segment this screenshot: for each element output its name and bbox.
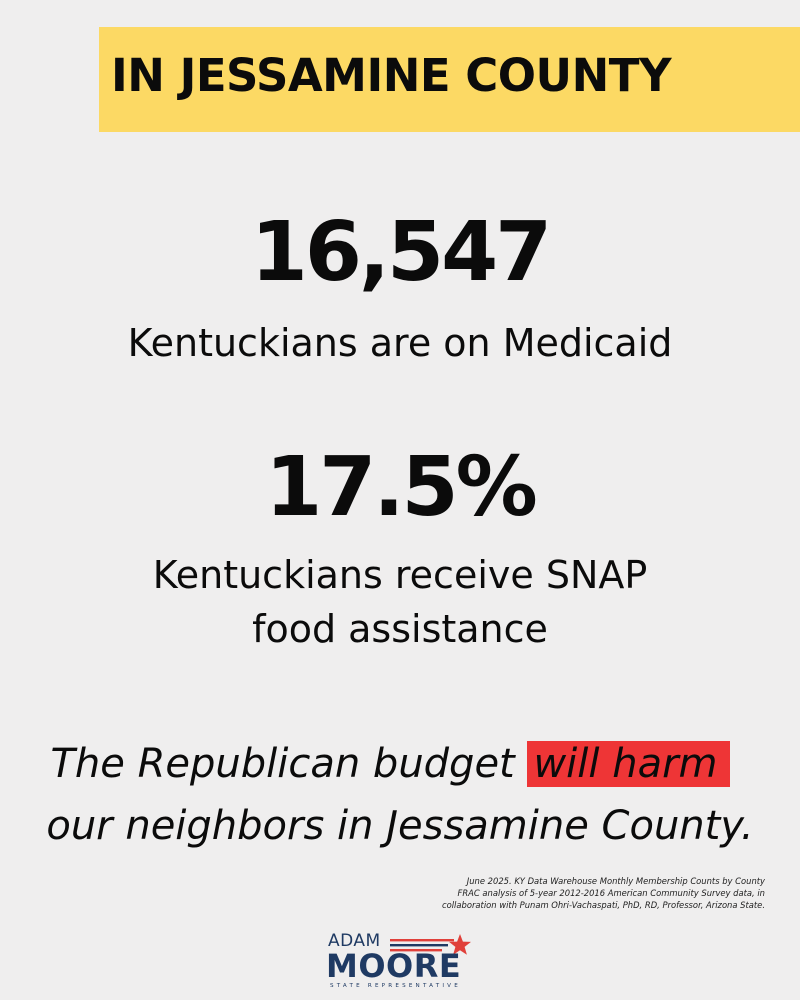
- message-prefix: The Republican budget: [50, 741, 528, 787]
- logo-last-name: MOORE: [326, 947, 462, 985]
- medicaid-label: Kentuckians are on Medicaid: [127, 321, 673, 365]
- snap-label-line-2: food assistance: [252, 607, 548, 651]
- source-citations: June 2025. KY Data Warehouse Monthly Mem…: [442, 875, 765, 911]
- source-line-2: FRAC analysis of 5-year 2012-2016 Americ…: [457, 888, 765, 898]
- source-line-1: June 2025. KY Data Warehouse Monthly Mem…: [466, 876, 765, 886]
- title-banner: [99, 27, 800, 132]
- snap-percent: 17.5%: [265, 440, 537, 535]
- snap-label-line-1: Kentuckians receive SNAP: [152, 553, 648, 597]
- logo-subtitle: STATE REPRESENTATIVE: [330, 983, 461, 989]
- candidate-logo: ADAM MOORE STATE REPRESENTATIVE: [326, 925, 476, 995]
- page-title: IN JESSAMINE COUNTY: [111, 49, 672, 102]
- star-icon: [390, 934, 471, 955]
- source-line-3: collaboration with Punam Ohri-Vachaspati…: [442, 900, 765, 910]
- highlighted-phrase: will harm: [527, 741, 730, 787]
- message-line-1: The Republican budget will harm: [0, 738, 790, 790]
- message-line-2: our neighbors in Jessamine County.: [46, 803, 754, 849]
- medicaid-count: 16,547: [250, 205, 552, 300]
- logo-first-name: ADAM: [328, 931, 381, 951]
